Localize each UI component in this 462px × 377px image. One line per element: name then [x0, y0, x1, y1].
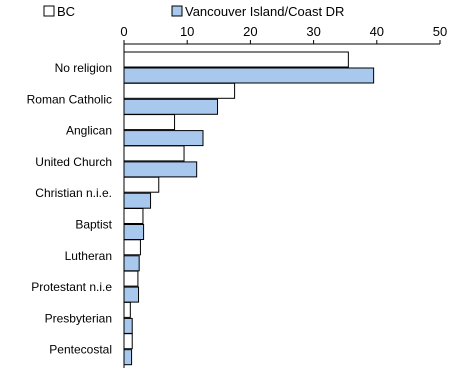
- bar-bc-5: [123, 208, 144, 224]
- bar-bc-1: [123, 82, 236, 99]
- bar-bc-8: [123, 301, 131, 318]
- bar-vic-8: [123, 317, 133, 334]
- category-label-4: Christian n.i.e.: [35, 186, 112, 200]
- bar-vic-9: [123, 349, 133, 366]
- legend-label-1: Vancouver Island/Coast DR: [185, 4, 344, 19]
- category-label-5: Baptist: [75, 218, 112, 232]
- bar-bc-0: [123, 51, 349, 68]
- bar-bc-7: [123, 270, 139, 287]
- x-tick-label-1: 10: [180, 24, 194, 39]
- bar-bc-3: [123, 145, 185, 162]
- bar-vic-5: [123, 224, 145, 240]
- bar-bc-9: [123, 333, 133, 350]
- x-tick-label-0: 0: [120, 24, 127, 39]
- bar-bc-2: [123, 114, 176, 131]
- legend: BC Vancouver Island/Coast DR: [43, 4, 344, 19]
- bar-vic-3: [123, 161, 198, 178]
- category-label-1: Roman Catholic: [27, 92, 112, 106]
- bar-vic-0: [123, 67, 375, 84]
- x-tick-label-5: 50: [433, 24, 447, 39]
- bar-vic-1: [123, 98, 219, 115]
- x-tick-label-3: 30: [306, 24, 320, 39]
- bar-vic-2: [123, 130, 204, 147]
- bar-bc-6: [123, 239, 141, 256]
- x-tick-label-4: 40: [370, 24, 384, 39]
- bar-vic-6: [123, 255, 140, 272]
- legend-swatch-1: [171, 5, 183, 17]
- bars: [123, 51, 375, 366]
- category-label-7: Protestant n.i.e: [31, 280, 112, 294]
- bar-vic-4: [123, 192, 152, 209]
- category-label-6: Lutheran: [65, 249, 112, 263]
- category-label-9: Pentecostal: [49, 343, 112, 357]
- legend-label-0: BC: [57, 4, 75, 19]
- category-label-3: United Church: [35, 155, 112, 169]
- legend-swatch-0: [43, 5, 55, 17]
- bar-bc-4: [123, 176, 160, 193]
- category-label-2: Anglican: [66, 124, 112, 138]
- x-tick-label-2: 20: [243, 24, 257, 39]
- y-axis: No religion Roman Catholic Anglican United …: [27, 44, 125, 368]
- bar-vic-7: [123, 286, 140, 303]
- x-axis: 0 10 20 30 40 50: [120, 24, 447, 45]
- category-label-0: No religion: [55, 61, 112, 75]
- category-label-8: Presbyterian: [45, 311, 112, 325]
